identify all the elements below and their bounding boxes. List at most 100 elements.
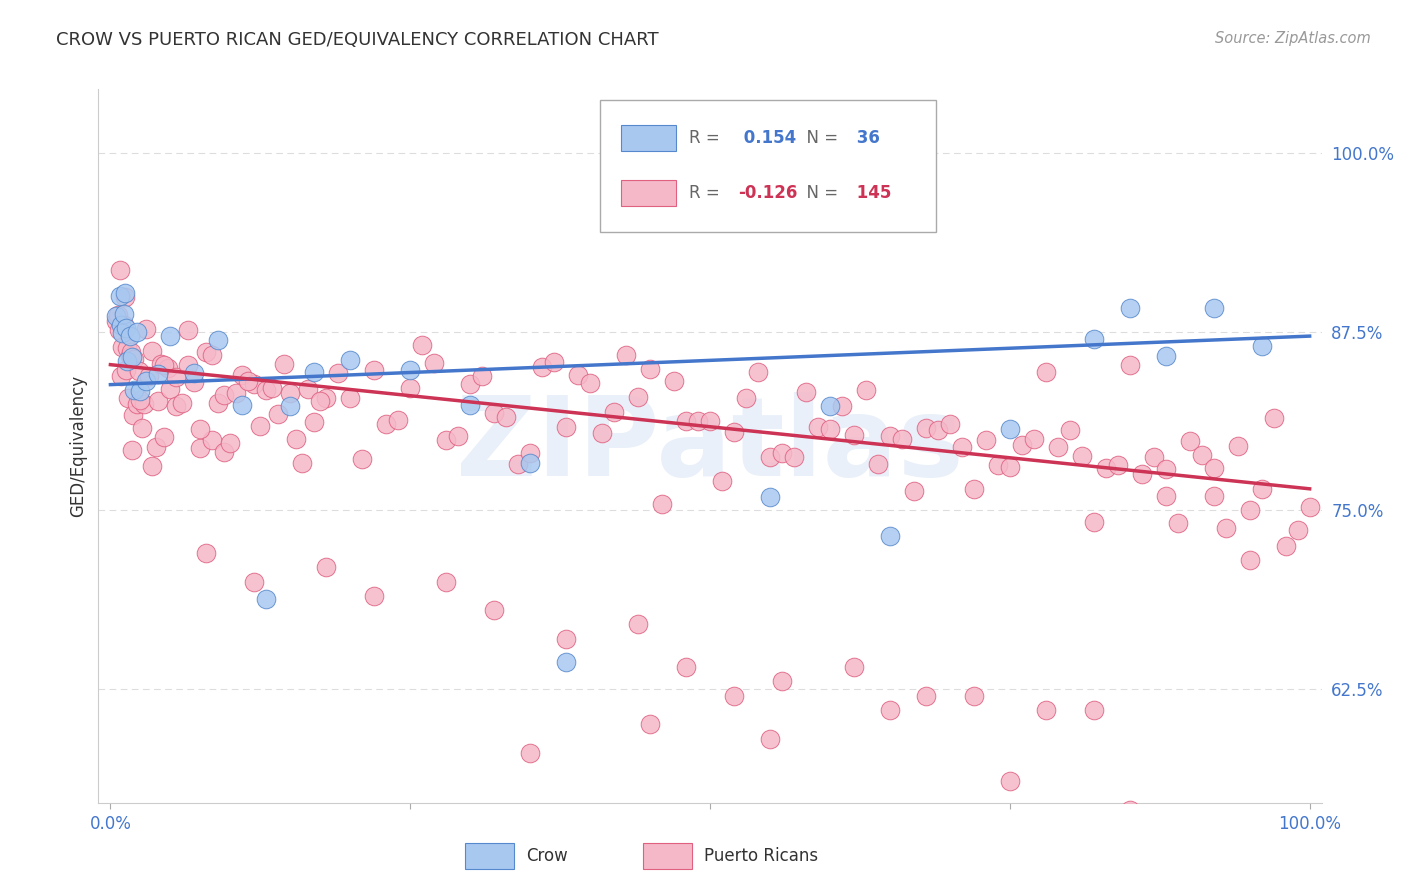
Point — [214, 388, 236, 402]
Point — [1202, 301, 1225, 315]
Point — [254, 592, 277, 607]
Point — [145, 440, 167, 454]
Point — [159, 382, 181, 396]
Point — [963, 689, 986, 703]
Point — [375, 417, 398, 431]
Point — [108, 263, 131, 277]
Point — [842, 428, 865, 442]
FancyBboxPatch shape — [600, 100, 936, 232]
Point — [447, 428, 470, 442]
Point — [115, 363, 138, 377]
Point — [614, 348, 637, 362]
Point — [1191, 448, 1213, 462]
Point — [115, 354, 138, 368]
Point — [591, 426, 613, 441]
Point — [603, 405, 626, 419]
Point — [297, 383, 319, 397]
Point — [638, 361, 661, 376]
Point — [118, 349, 141, 363]
Point — [471, 368, 494, 383]
Point — [225, 386, 247, 401]
Point — [156, 361, 179, 376]
Point — [115, 321, 138, 335]
Point — [363, 363, 385, 377]
Text: 145: 145 — [851, 184, 891, 202]
Point — [1274, 539, 1296, 553]
Point — [120, 344, 142, 359]
Point — [1119, 358, 1142, 372]
Point — [651, 497, 673, 511]
Point — [458, 377, 481, 392]
Text: 36: 36 — [851, 128, 880, 146]
Point — [1083, 515, 1105, 529]
Point — [399, 382, 422, 396]
Point — [699, 414, 721, 428]
Point — [675, 415, 697, 429]
Point — [723, 689, 745, 703]
Point — [249, 418, 271, 433]
Point — [149, 357, 172, 371]
Text: N =: N = — [796, 184, 844, 202]
Point — [627, 390, 650, 404]
Point — [963, 483, 986, 497]
Point — [770, 674, 793, 689]
Point — [879, 703, 901, 717]
Point — [1119, 301, 1142, 315]
Point — [387, 413, 409, 427]
Point — [188, 422, 212, 436]
Point — [411, 338, 433, 352]
Point — [278, 399, 301, 413]
Point — [188, 441, 212, 455]
Point — [339, 353, 361, 368]
Text: Source: ZipAtlas.com: Source: ZipAtlas.com — [1215, 31, 1371, 46]
Point — [482, 603, 505, 617]
Point — [328, 366, 350, 380]
Point — [309, 394, 332, 409]
Point — [1250, 483, 1272, 497]
Point — [124, 351, 146, 366]
Point — [214, 444, 236, 458]
Point — [183, 376, 205, 390]
Point — [243, 574, 266, 589]
Point — [1202, 489, 1225, 503]
Point — [855, 383, 877, 397]
Point — [107, 309, 129, 323]
Point — [627, 617, 650, 632]
Point — [1202, 460, 1225, 475]
Point — [1094, 461, 1116, 475]
Point — [759, 450, 782, 465]
Point — [723, 425, 745, 440]
Point — [579, 376, 602, 391]
Text: -0.126: -0.126 — [738, 184, 797, 202]
Point — [1167, 516, 1189, 531]
Point — [783, 450, 806, 464]
Point — [831, 399, 853, 413]
Point — [903, 484, 925, 499]
Point — [125, 325, 148, 339]
Point — [1035, 703, 1057, 717]
Point — [148, 394, 170, 409]
Point — [1239, 553, 1261, 567]
Text: Puerto Ricans: Puerto Ricans — [704, 847, 818, 865]
Text: 0.154: 0.154 — [738, 128, 796, 146]
Y-axis label: GED/Equivalency: GED/Equivalency — [69, 375, 87, 517]
Point — [131, 421, 153, 435]
Point — [915, 689, 938, 703]
Point — [121, 350, 143, 364]
Point — [927, 423, 949, 437]
Point — [273, 357, 295, 371]
Text: Crow: Crow — [526, 847, 568, 865]
Point — [1130, 467, 1153, 482]
Point — [1226, 439, 1249, 453]
Point — [1035, 365, 1057, 379]
Point — [172, 396, 194, 410]
Point — [231, 399, 253, 413]
Point — [818, 400, 841, 414]
Point — [238, 374, 260, 388]
Text: CROW VS PUERTO RICAN GED/EQUIVALENCY CORRELATION CHART: CROW VS PUERTO RICAN GED/EQUIVALENCY COR… — [56, 31, 659, 49]
Point — [135, 374, 157, 388]
Point — [121, 443, 143, 458]
Point — [285, 432, 308, 446]
Point — [267, 408, 290, 422]
Point — [950, 440, 973, 454]
